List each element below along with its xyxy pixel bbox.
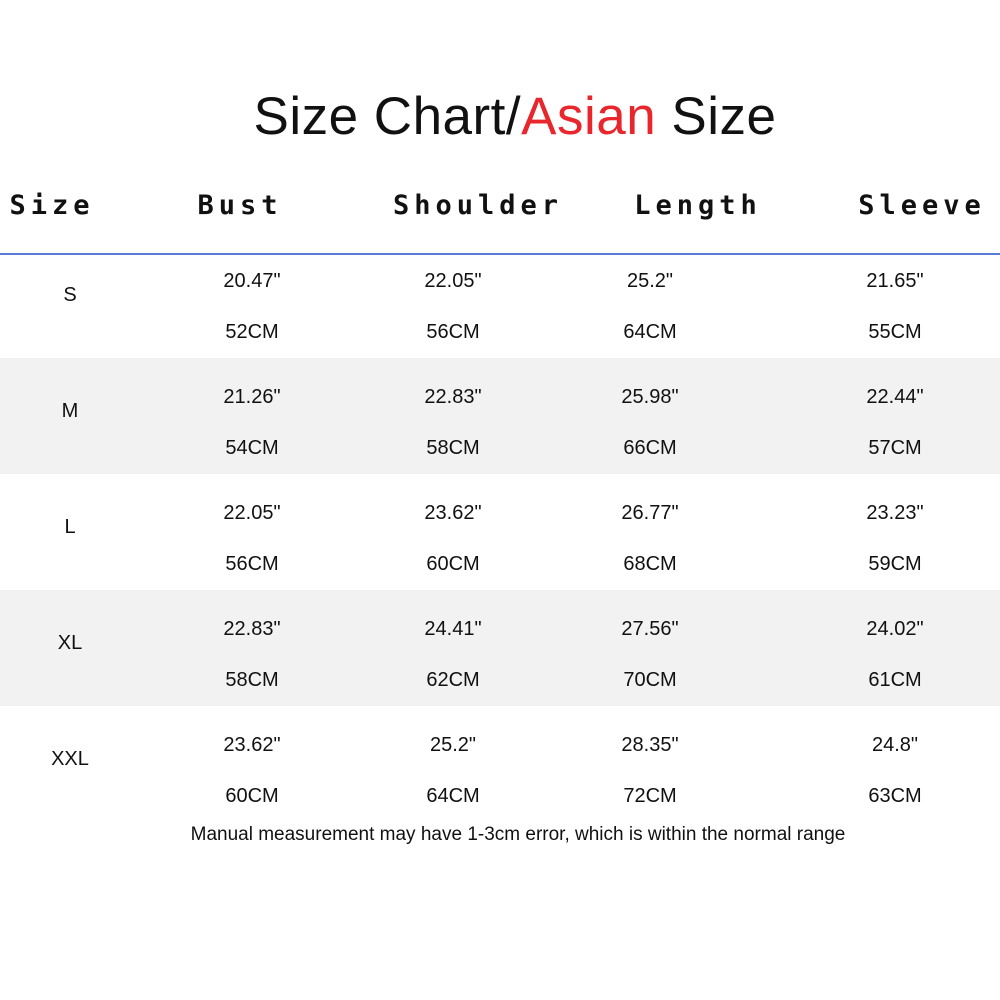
measurement-cm: 54CM xyxy=(225,437,279,459)
column-header-size: Size xyxy=(9,190,95,221)
title-text: Size Chart/ xyxy=(253,87,522,146)
measurement-inch: 21.26" xyxy=(223,386,281,408)
title-text: Size xyxy=(656,87,777,146)
measurement-inch: 24.02" xyxy=(866,618,924,640)
measurement-cm: 70CM xyxy=(623,669,677,691)
measurement-cm: 64CM xyxy=(426,785,480,807)
measurement-inch: 25.98" xyxy=(621,386,679,408)
size-label: XXL xyxy=(51,748,89,770)
size-label: L xyxy=(64,516,76,538)
measurement-inch: 23.62" xyxy=(223,734,281,756)
measurement-cm: 60CM xyxy=(426,553,480,575)
measurement-cm: 56CM xyxy=(426,321,480,343)
measurement-inch: 23.23" xyxy=(866,502,924,524)
measurement-inch: 22.44" xyxy=(866,386,924,408)
measurement-cm: 64CM xyxy=(623,321,677,343)
measurement-cm: 63CM xyxy=(868,785,922,807)
size-label: M xyxy=(61,400,79,422)
measurement-cm: 56CM xyxy=(225,553,279,575)
table-row: L 22.05" 56CM 23.62" 60CM 26.77" 68CM 23.23" 59C… xyxy=(0,474,1000,590)
measurement-cm: 62CM xyxy=(426,669,480,691)
column-header-sleeve: Sleeve xyxy=(858,190,986,221)
measurement-cm: 66CM xyxy=(623,437,677,459)
measurement-inch: 21.65" xyxy=(866,270,924,292)
size-label: S xyxy=(63,284,77,306)
column-header-length: Length xyxy=(634,190,762,221)
measurement-inch: 22.83" xyxy=(223,618,281,640)
table-row: XL 22.83" 58CM 24.41" 62CM 27.56" 70CM 24.02" 61… xyxy=(0,590,1000,706)
measurement-inch: 28.35" xyxy=(621,734,679,756)
measurement-note: Manual measurement may have 1-3cm error,… xyxy=(190,824,846,845)
measurement-cm: 52CM xyxy=(225,321,279,343)
measurement-cm: 55CM xyxy=(868,321,922,343)
measurement-inch: 22.05" xyxy=(223,502,281,524)
measurement-inch: 22.83" xyxy=(424,386,482,408)
table-row: XXL 23.62" 60CM 25.2" 64CM 28.35" 72CM 24.8" 63C… xyxy=(0,706,1000,822)
page-title: Size Chart/Asian Size xyxy=(0,86,1000,147)
title-accent: Asian xyxy=(521,87,657,146)
measurement-inch: 26.77" xyxy=(621,502,679,524)
header-divider xyxy=(0,253,1000,255)
measurement-inch: 25.2" xyxy=(626,270,674,292)
column-header-bust: Bust xyxy=(197,190,283,221)
table-row: M 21.26" 54CM 22.83" 58CM 25.98" 66CM 22.44" 57C… xyxy=(0,358,1000,474)
measurement-inch: 20.47" xyxy=(223,270,281,292)
measurement-cm: 57CM xyxy=(868,437,922,459)
measurement-cm: 58CM xyxy=(225,669,279,691)
measurement-cm: 60CM xyxy=(225,785,279,807)
measurement-inch: 22.05" xyxy=(424,270,482,292)
measurement-inch: 27.56" xyxy=(621,618,679,640)
measurement-cm: 72CM xyxy=(623,785,677,807)
measurement-inch: 24.41" xyxy=(424,618,482,640)
column-header-shoulder: Shoulder xyxy=(392,190,564,221)
measurement-inch: 24.8" xyxy=(871,734,919,756)
measurement-cm: 59CM xyxy=(868,553,922,575)
measurement-cm: 58CM xyxy=(426,437,480,459)
measurement-cm: 68CM xyxy=(623,553,677,575)
measurement-inch: 23.62" xyxy=(424,502,482,524)
table-row: S 20.47" 52CM 22.05" 56CM 25.2" 64CM 21.65" 55CM xyxy=(0,255,1000,358)
measurement-inch: 25.2" xyxy=(429,734,477,756)
size-label: XL xyxy=(57,632,83,654)
measurement-cm: 61CM xyxy=(868,669,922,691)
